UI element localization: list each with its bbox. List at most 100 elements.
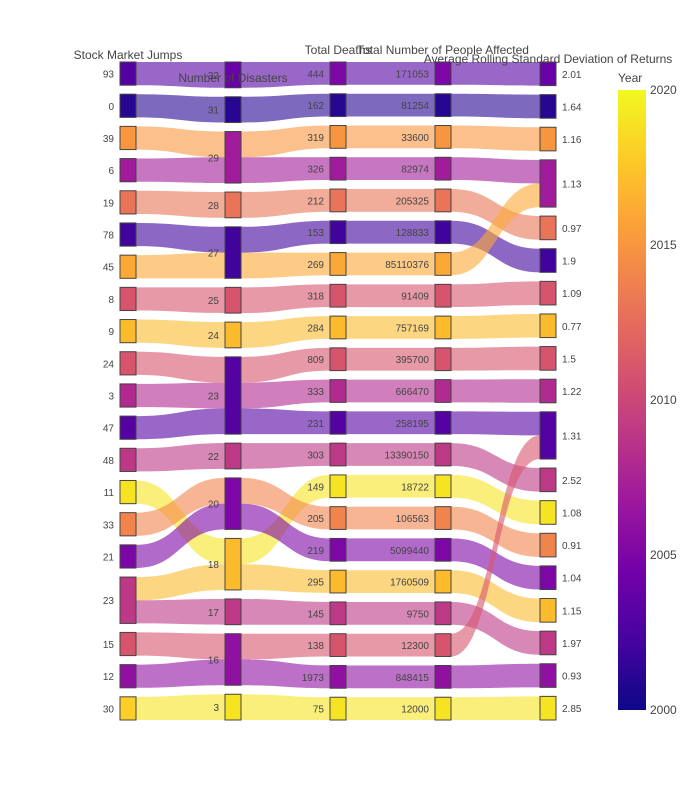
category-node[interactable] — [434, 474, 452, 499]
category-node[interactable] — [539, 630, 557, 656]
category-node[interactable] — [539, 313, 557, 339]
category-node[interactable] — [539, 346, 557, 371]
category-node[interactable] — [119, 351, 137, 376]
category-node[interactable] — [539, 248, 557, 273]
category-node[interactable] — [539, 565, 557, 591]
category-node[interactable] — [539, 215, 557, 241]
category-node[interactable] — [329, 442, 347, 467]
category-node[interactable] — [329, 315, 347, 340]
category-node[interactable] — [329, 156, 347, 181]
category-node[interactable] — [539, 532, 557, 558]
category-label: 326 — [307, 165, 324, 176]
category-node[interactable] — [434, 569, 452, 594]
category-node[interactable] — [329, 188, 347, 213]
category-node[interactable] — [329, 252, 347, 276]
category-node[interactable] — [224, 61, 242, 89]
category-node[interactable] — [434, 93, 452, 118]
category-node[interactable] — [329, 347, 347, 372]
category-node[interactable] — [224, 356, 242, 435]
category-node[interactable] — [539, 94, 557, 119]
category-node[interactable] — [119, 512, 137, 537]
category-node[interactable] — [119, 158, 137, 183]
category-node[interactable] — [119, 383, 137, 408]
category-node[interactable] — [329, 474, 347, 499]
category-node[interactable] — [434, 283, 452, 308]
category-node[interactable] — [434, 379, 452, 403]
category-label: 29 — [208, 153, 220, 164]
category-node[interactable] — [434, 156, 452, 181]
category-node[interactable] — [329, 664, 347, 689]
category-node[interactable] — [329, 601, 347, 626]
category-label: 85110376 — [385, 260, 429, 271]
category-node[interactable] — [119, 286, 137, 312]
category-node[interactable] — [539, 126, 557, 152]
category-node[interactable] — [329, 696, 347, 721]
category-node[interactable] — [434, 347, 452, 372]
category-node[interactable] — [434, 506, 452, 530]
category-node[interactable] — [539, 467, 557, 493]
category-node[interactable] — [434, 537, 452, 562]
category-node[interactable] — [329, 220, 347, 245]
category-node[interactable] — [119, 190, 137, 215]
category-node[interactable] — [434, 315, 452, 340]
category-node[interactable] — [434, 442, 452, 467]
category-node[interactable] — [539, 280, 557, 306]
category-node[interactable] — [434, 410, 452, 435]
category-node[interactable] — [329, 61, 347, 86]
category-node[interactable] — [434, 664, 452, 689]
category-node[interactable] — [119, 696, 137, 721]
category-node[interactable] — [224, 537, 242, 591]
category-node[interactable] — [434, 633, 452, 657]
category-node[interactable] — [224, 442, 242, 470]
axis-title-4: Average Rolling Standard Deviation of Re… — [424, 52, 673, 66]
category-node[interactable] — [434, 252, 452, 276]
category-node[interactable] — [119, 415, 137, 440]
category-node[interactable] — [119, 447, 137, 472]
category-node[interactable] — [539, 663, 557, 688]
category-node[interactable] — [329, 410, 347, 435]
category-node[interactable] — [434, 601, 452, 626]
category-node[interactable] — [539, 598, 557, 623]
category-node[interactable] — [224, 226, 242, 279]
category-node[interactable] — [224, 96, 242, 124]
category-node[interactable] — [539, 378, 557, 404]
category-node[interactable] — [119, 576, 137, 624]
category-node[interactable] — [329, 537, 347, 562]
category-node[interactable] — [329, 93, 347, 118]
category-node[interactable] — [224, 131, 242, 184]
category-node[interactable] — [119, 544, 137, 569]
category-node[interactable] — [434, 125, 452, 149]
category-node[interactable] — [224, 598, 242, 626]
category-label: 444 — [307, 69, 324, 80]
category-node[interactable] — [119, 631, 137, 657]
category-node[interactable] — [539, 411, 557, 460]
category-node[interactable] — [539, 500, 557, 525]
category-node[interactable] — [119, 479, 137, 505]
category-node[interactable] — [329, 633, 347, 657]
category-node[interactable] — [119, 125, 137, 151]
category-node[interactable] — [119, 222, 137, 247]
category-node[interactable] — [119, 93, 137, 118]
category-node[interactable] — [539, 61, 557, 87]
category-node[interactable] — [434, 61, 452, 86]
category-node[interactable] — [329, 125, 347, 149]
category-node[interactable] — [224, 633, 242, 686]
category-node[interactable] — [434, 696, 452, 721]
category-node[interactable] — [119, 664, 137, 689]
category-node[interactable] — [119, 319, 137, 344]
category-node[interactable] — [539, 159, 557, 208]
category-node[interactable] — [224, 477, 242, 530]
category-node[interactable] — [119, 61, 137, 86]
category-node[interactable] — [224, 321, 242, 349]
category-node[interactable] — [224, 286, 242, 314]
category-node[interactable] — [434, 188, 452, 213]
category-node[interactable] — [434, 220, 452, 245]
category-node[interactable] — [119, 254, 137, 279]
category-node[interactable] — [539, 695, 557, 721]
category-node[interactable] — [329, 506, 347, 530]
category-node[interactable] — [224, 191, 242, 219]
category-node[interactable] — [224, 693, 242, 721]
category-node[interactable] — [329, 379, 347, 403]
category-node[interactable] — [329, 283, 347, 308]
category-node[interactable] — [329, 569, 347, 594]
